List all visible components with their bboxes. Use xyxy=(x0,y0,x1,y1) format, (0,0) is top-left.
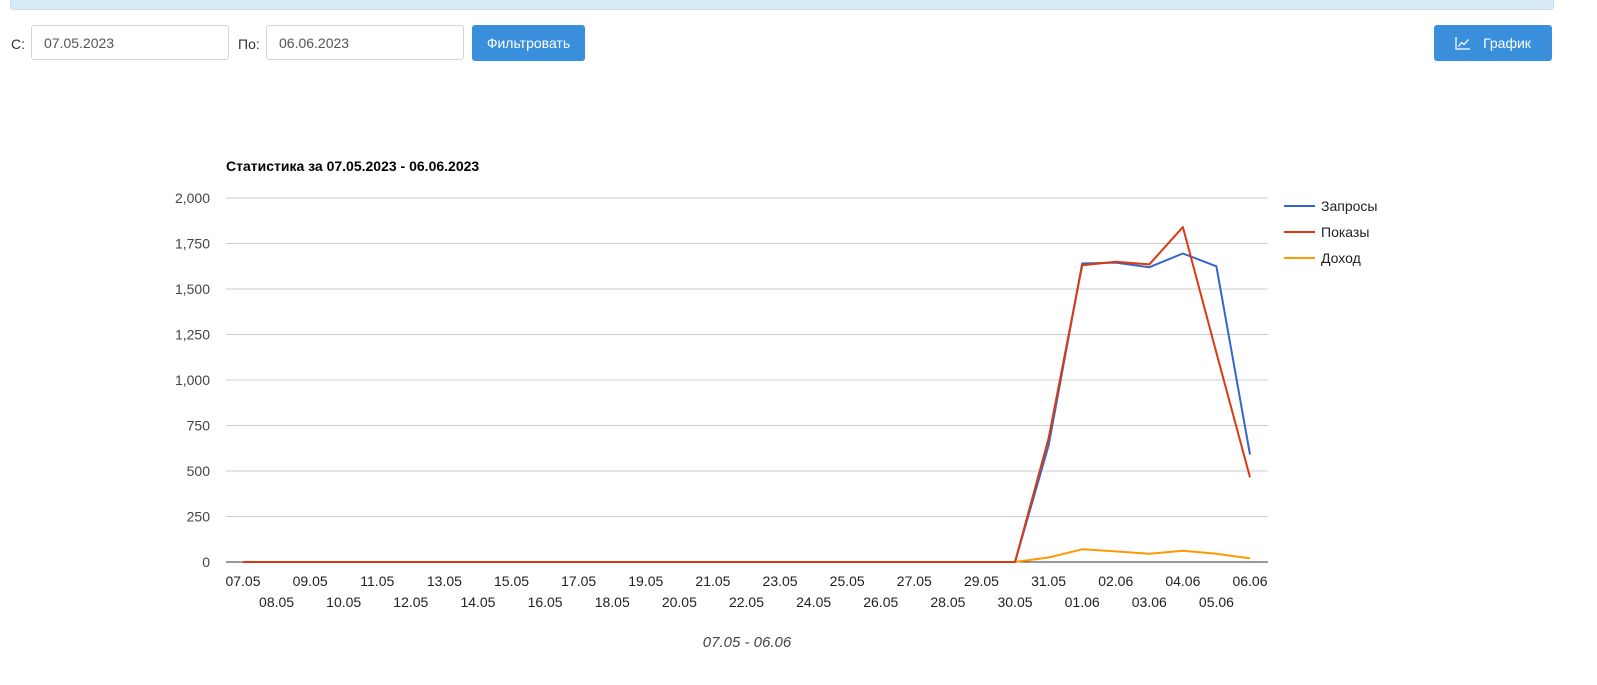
x-tick-label: 27.05 xyxy=(897,573,932,589)
x-tick-label: 21.05 xyxy=(695,573,730,589)
series-line xyxy=(243,252,1251,563)
graph-button-label: График xyxy=(1483,35,1531,51)
y-tick-label: 1,000 xyxy=(175,372,210,388)
x-tick-label: 03.06 xyxy=(1132,594,1167,610)
x-tick-label: 17.05 xyxy=(561,573,596,589)
x-tick-label: 07.05 xyxy=(225,573,260,589)
x-axis-title: 07.05 - 06.06 xyxy=(703,634,792,651)
filter-bar: С: По: Фильтровать График xyxy=(0,25,1597,63)
x-tick-label: 18.05 xyxy=(595,594,630,610)
from-date-input[interactable] xyxy=(31,25,229,60)
info-banner xyxy=(10,0,1554,10)
x-tick-label: 30.05 xyxy=(998,594,1033,610)
x-tick-label: 10.05 xyxy=(326,594,361,610)
x-tick-label: 04.06 xyxy=(1165,573,1200,589)
x-tick-label: 29.05 xyxy=(964,573,999,589)
graph-button[interactable]: График xyxy=(1434,25,1552,61)
filter-button[interactable]: Фильтровать xyxy=(472,25,585,61)
y-tick-label: 750 xyxy=(187,418,211,434)
series-line xyxy=(243,226,1251,563)
x-tick-label: 22.05 xyxy=(729,594,764,610)
x-tick-label: 09.05 xyxy=(293,573,328,589)
legend-label: Показы xyxy=(1321,224,1369,240)
y-tick-label: 0 xyxy=(202,554,210,570)
chart-title: Статистика за 07.05.2023 - 06.06.2023 xyxy=(226,158,479,174)
x-tick-label: 31.05 xyxy=(1031,573,1066,589)
line-chart-icon xyxy=(1455,37,1471,50)
filter-button-label: Фильтровать xyxy=(486,35,571,51)
x-tick-label: 23.05 xyxy=(763,573,798,589)
x-tick-label: 06.06 xyxy=(1232,573,1267,589)
y-tick-label: 2,000 xyxy=(175,190,210,206)
x-tick-label: 01.06 xyxy=(1065,594,1100,610)
y-tick-label: 250 xyxy=(187,509,211,525)
x-tick-label: 16.05 xyxy=(528,594,563,610)
series-line xyxy=(243,548,1251,563)
x-tick-label: 05.06 xyxy=(1199,594,1234,610)
x-tick-label: 15.05 xyxy=(494,573,529,589)
x-tick-label: 20.05 xyxy=(662,594,697,610)
x-tick-label: 26.05 xyxy=(863,594,898,610)
to-label: По: xyxy=(238,36,260,52)
y-tick-label: 1,250 xyxy=(175,327,210,343)
y-tick-label: 1,500 xyxy=(175,281,210,297)
x-tick-label: 13.05 xyxy=(427,573,462,589)
x-tick-label: 11.05 xyxy=(360,573,394,589)
x-tick-label: 24.05 xyxy=(796,594,831,610)
x-tick-label: 08.05 xyxy=(259,594,294,610)
x-tick-label: 19.05 xyxy=(628,573,663,589)
x-tick-label: 12.05 xyxy=(393,594,428,610)
x-tick-label: 14.05 xyxy=(460,594,495,610)
legend-label: Запросы xyxy=(1321,198,1377,214)
x-tick-label: 25.05 xyxy=(830,573,865,589)
from-label: С: xyxy=(11,36,25,52)
legend-label: Доход xyxy=(1321,250,1361,266)
to-date-input[interactable] xyxy=(266,25,464,60)
x-tick-label: 28.05 xyxy=(930,594,965,610)
x-tick-label: 02.06 xyxy=(1098,573,1133,589)
y-tick-label: 1,750 xyxy=(175,236,210,252)
y-tick-label: 500 xyxy=(187,463,211,479)
